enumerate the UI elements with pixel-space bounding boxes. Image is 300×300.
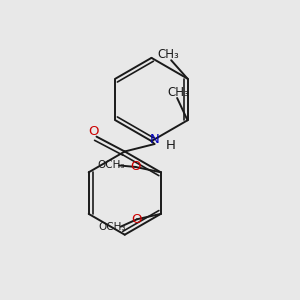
Text: OCH₃: OCH₃ [97, 160, 124, 170]
Text: O: O [88, 125, 99, 138]
Text: OCH₃: OCH₃ [99, 222, 126, 232]
Text: N: N [150, 134, 160, 146]
Text: O: O [130, 160, 141, 173]
Text: CH₃: CH₃ [168, 85, 190, 98]
Text: H: H [165, 139, 175, 152]
Text: O: O [132, 213, 142, 226]
Text: CH₃: CH₃ [157, 48, 179, 61]
